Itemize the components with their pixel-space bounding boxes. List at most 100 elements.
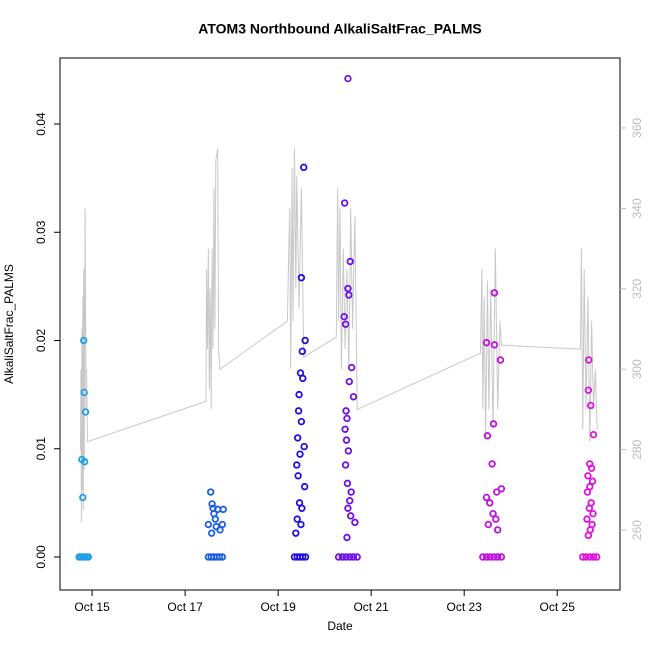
point (493, 488, 501, 496)
point (579, 553, 587, 561)
point (496, 356, 505, 364)
point (493, 553, 502, 561)
point (344, 504, 352, 512)
point (488, 460, 496, 468)
chart-title: ATOM3 Northbound AlkaliSaltFrac_PALMS (198, 21, 481, 37)
point (344, 447, 353, 455)
point (219, 505, 227, 514)
x-tick-label: Oct 23 (447, 600, 483, 614)
point (204, 520, 213, 529)
point (589, 553, 598, 561)
point (347, 363, 356, 372)
point (588, 477, 597, 485)
point (294, 407, 303, 415)
point (490, 341, 499, 349)
point (293, 461, 301, 469)
point (482, 553, 491, 561)
point (586, 553, 594, 561)
y2-tick-label: 280 (630, 439, 644, 459)
point (300, 442, 308, 451)
point (583, 488, 592, 496)
point (585, 504, 594, 512)
point (296, 450, 304, 458)
point (343, 533, 351, 542)
point (340, 199, 349, 207)
point (301, 336, 309, 345)
point (206, 488, 215, 496)
point (80, 458, 89, 466)
point (341, 320, 350, 328)
point (582, 553, 590, 561)
point (497, 553, 506, 561)
x-axis-label: Date (327, 619, 353, 633)
point (218, 520, 227, 529)
point (584, 386, 593, 394)
y2-tick-label: 320 (630, 278, 644, 298)
point (489, 420, 498, 428)
point (341, 425, 349, 433)
point (208, 500, 216, 508)
point (346, 512, 355, 520)
point (584, 472, 592, 480)
point (484, 520, 493, 529)
point (486, 499, 494, 507)
point (490, 289, 499, 297)
point (300, 163, 308, 172)
point (589, 430, 598, 439)
point (207, 529, 216, 537)
point (589, 509, 597, 518)
y-tick-label: 0.03 (34, 220, 48, 244)
x-tick-label: Oct 19 (260, 600, 296, 614)
y2-tick-label: 260 (630, 520, 644, 540)
point (295, 390, 303, 399)
y-tick-label: 0.00 (34, 545, 48, 569)
plot-frame (59, 57, 621, 591)
point (211, 515, 220, 523)
point (349, 393, 358, 401)
point (80, 388, 88, 397)
point (346, 257, 354, 266)
point (297, 520, 305, 529)
point (493, 526, 502, 534)
point (342, 407, 350, 415)
point (479, 553, 487, 561)
x-tick-label: Oct 25 (540, 600, 576, 614)
point (297, 417, 306, 426)
point (301, 553, 310, 561)
point (353, 553, 361, 561)
point (343, 479, 352, 488)
y2-tick-label: 300 (630, 359, 644, 379)
point (584, 531, 593, 540)
point (482, 338, 491, 347)
point (79, 493, 87, 502)
x-tick-label: Oct 17 (167, 600, 203, 614)
point (299, 374, 307, 383)
point (344, 284, 352, 293)
point (341, 461, 350, 469)
point (490, 553, 498, 561)
y-tick-label: 0.02 (34, 329, 48, 353)
point (292, 529, 300, 537)
point (293, 434, 302, 442)
point (497, 485, 506, 493)
x-tick-label: Oct 21 (353, 600, 389, 614)
point (583, 515, 591, 523)
point (585, 356, 593, 364)
point (586, 401, 595, 410)
x-tick-label: Oct 15 (74, 600, 110, 614)
point (593, 553, 601, 561)
y2-tick-label: 360 (630, 118, 644, 138)
point (81, 408, 90, 416)
point (492, 515, 500, 523)
point (351, 518, 359, 527)
y-axis-label: AlkaliSaltFrac_PALMS (2, 264, 16, 384)
point (80, 336, 88, 345)
point (587, 464, 596, 472)
point (215, 553, 224, 561)
point (346, 553, 354, 561)
point (218, 553, 227, 561)
point (300, 482, 309, 491)
y2-tick-label: 340 (630, 198, 644, 218)
point (298, 347, 307, 356)
